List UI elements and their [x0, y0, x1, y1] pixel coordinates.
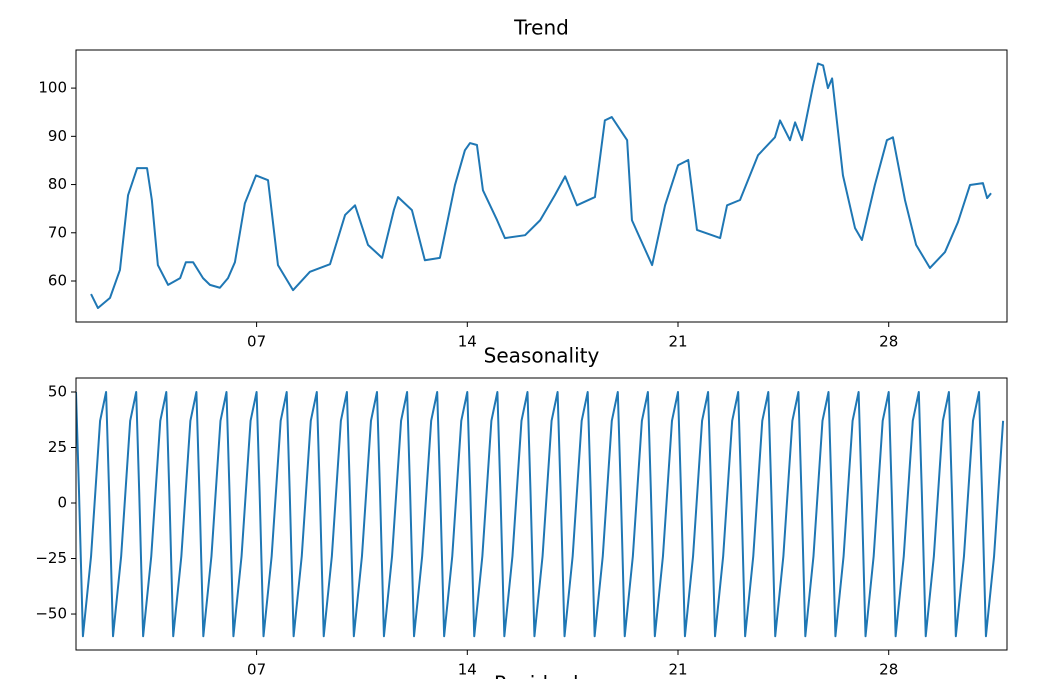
- subplot-title: Residuals: [494, 672, 589, 679]
- series-line: [76, 390, 1005, 638]
- x-tick-label: 21: [668, 661, 687, 679]
- axes-background: [76, 50, 1007, 322]
- subplot-title: Seasonality: [484, 344, 600, 368]
- x-tick-label: 28: [879, 333, 898, 351]
- y-tick-label: 60: [48, 272, 67, 290]
- x-tick-label: 07: [247, 333, 266, 351]
- axes-frame: [75, 377, 1008, 651]
- y-tick-label: −25: [35, 549, 67, 567]
- y-tick-label: −50: [35, 605, 67, 623]
- x-tick-label: 07: [247, 661, 266, 679]
- x-tick-label: 14: [458, 661, 477, 679]
- x-tick-label: 21: [668, 333, 687, 351]
- x-tick-label: 28: [879, 661, 898, 679]
- subplot-title: Trend: [513, 16, 569, 40]
- series-line: [90, 62, 992, 310]
- y-tick-label: 80: [48, 175, 67, 193]
- y-tick-label: 0: [57, 494, 67, 512]
- y-tick-label: 70: [48, 223, 67, 241]
- x-tick-label: 14: [458, 333, 477, 351]
- y-tick-label: 90: [48, 127, 67, 145]
- axes-frame: [75, 49, 1008, 323]
- y-tick-label: 50: [48, 382, 67, 400]
- y-tick-label: 25: [48, 438, 67, 456]
- y-tick-label: 100: [38, 79, 67, 97]
